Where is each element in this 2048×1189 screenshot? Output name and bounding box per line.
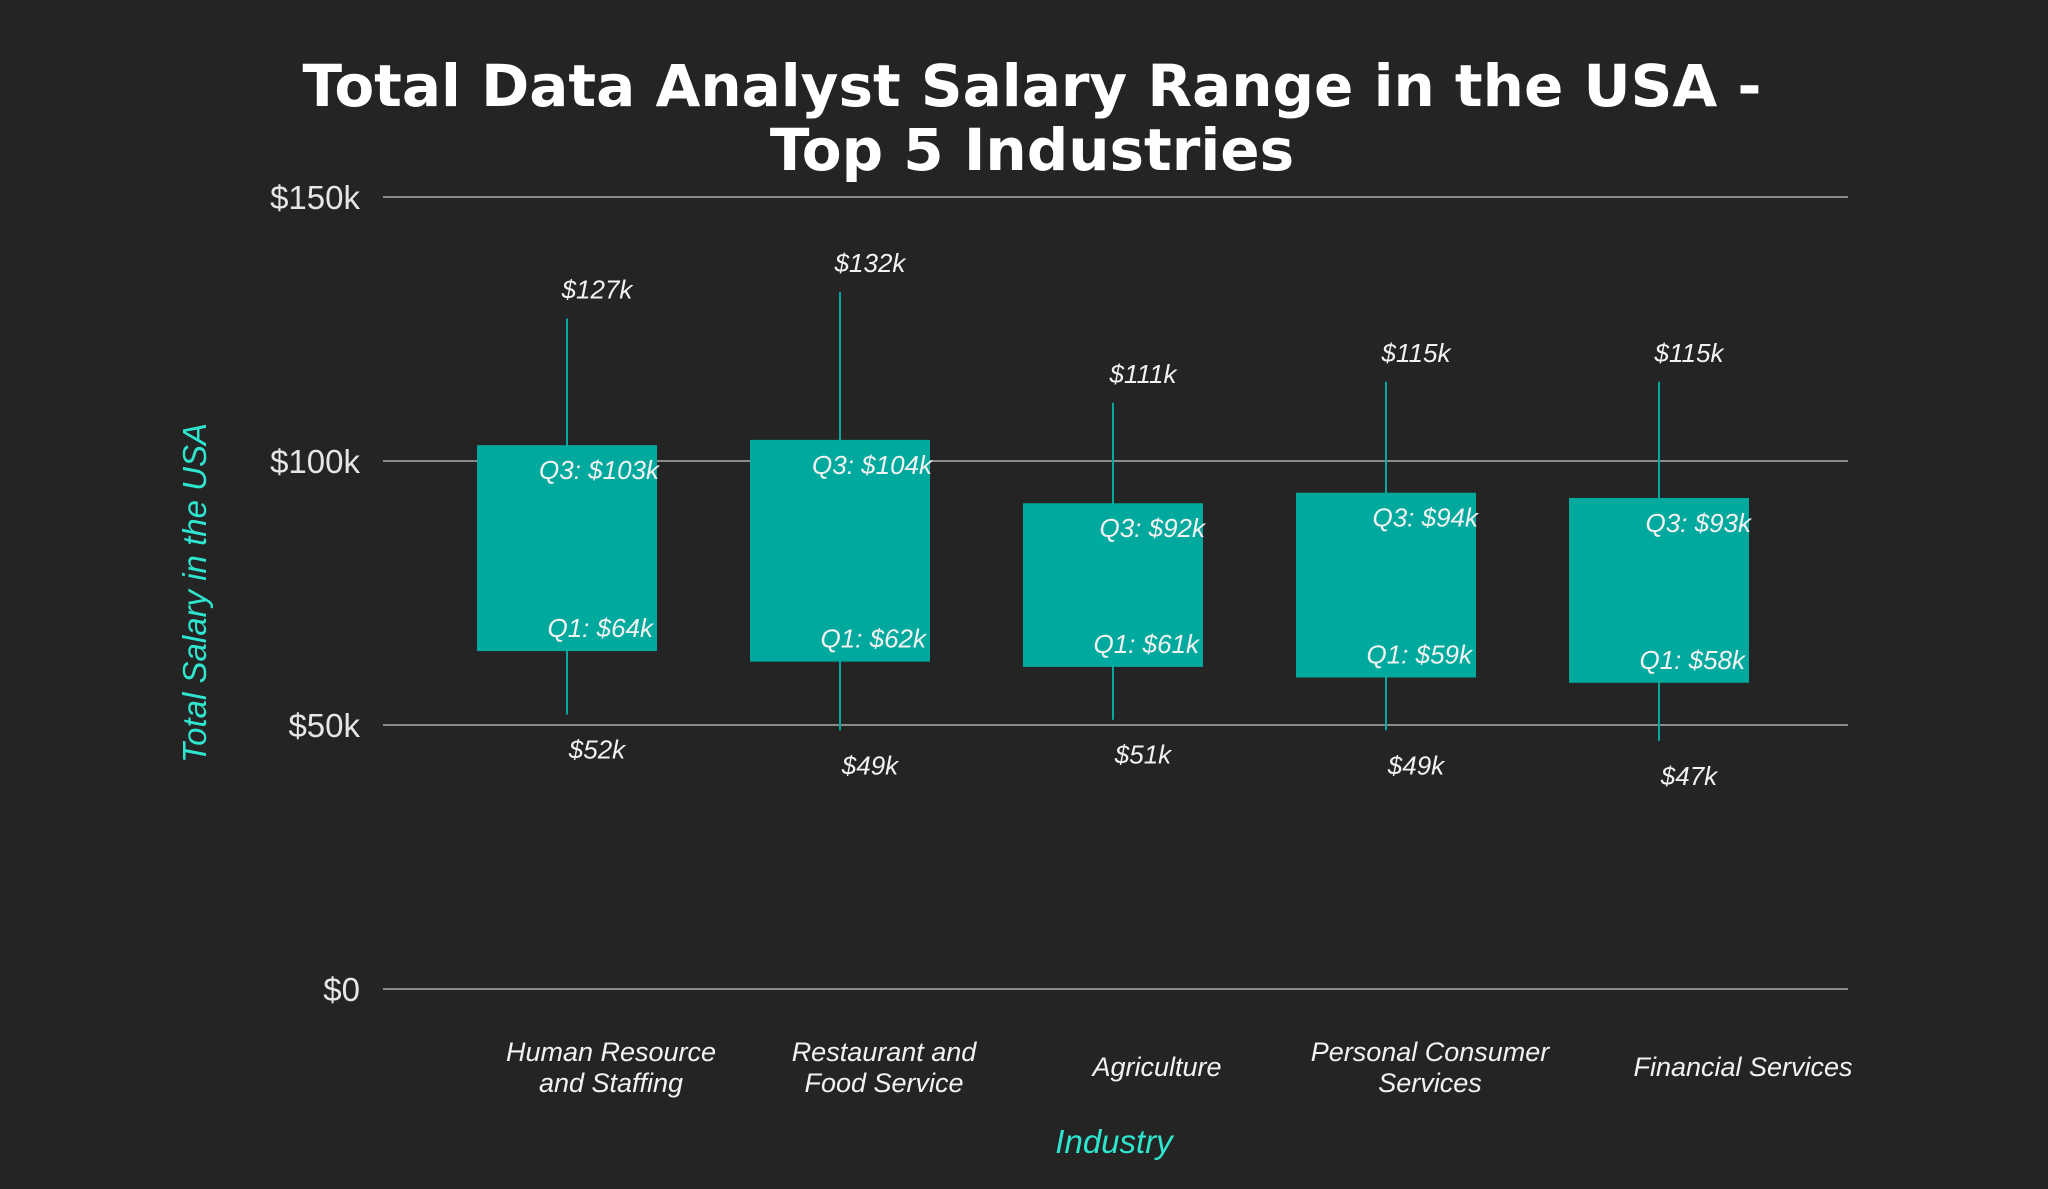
box-group: $132k $49k Q3: $104k Q1: $62k <box>750 248 934 780</box>
q3-label: Q3: $103k <box>539 455 661 485</box>
y-tick-label: $100k <box>270 443 360 480</box>
max-label: $132k <box>834 248 908 278</box>
chart-title-line-2: Top 5 Industries <box>770 116 1294 184</box>
min-label: $49k <box>841 750 900 780</box>
box-group: $115k $47k Q3: $93k Q1: $58k <box>1569 338 1753 791</box>
min-label: $47k <box>1660 761 1719 791</box>
min-label: $52k <box>568 734 627 764</box>
q1-label: Q1: $59k <box>1366 639 1474 669</box>
max-label: $111k <box>1109 359 1179 389</box>
box-group: $127k $52k Q3: $103k Q1: $64k <box>477 274 661 764</box>
max-label: $115k <box>1381 338 1453 368</box>
category-label: Human Resource <box>506 1037 716 1067</box>
iqr-box <box>1296 492 1476 678</box>
q1-label: Q1: $58k <box>1639 645 1747 675</box>
box-group: $115k $49k Q3: $94k Q1: $59k <box>1296 338 1480 780</box>
category-label: Personal Consumer <box>1311 1037 1551 1067</box>
category-label: Services <box>1378 1068 1482 1098</box>
max-label: $127k <box>561 274 635 304</box>
box-group: $111k $51k Q3: $92k Q1: $61k <box>1023 359 1207 770</box>
min-label: $49k <box>1387 750 1446 780</box>
chart-title-line-1: Total Data Analyst Salary Range in the U… <box>302 52 1761 120</box>
q3-label: Q3: $94k <box>1372 503 1480 533</box>
category-label: Food Service <box>804 1068 963 1098</box>
y-tick-labels: $0 $50k $100k $150k <box>270 179 360 1008</box>
y-axis-label: Total Salary in the USA <box>176 423 213 763</box>
x-axis-label: Industry <box>1055 1123 1175 1160</box>
y-tick-label: $150k <box>270 179 360 216</box>
q3-label: Q3: $104k <box>812 450 934 480</box>
q1-label: Q1: $61k <box>1093 629 1201 659</box>
boxes: $127k $52k Q3: $103k Q1: $64k $132k $49k Q3: $… <box>477 248 1753 791</box>
max-label: $115k <box>1654 338 1726 368</box>
category-label: Agriculture <box>1090 1052 1221 1082</box>
iqr-box <box>750 439 930 662</box>
iqr-box <box>1023 503 1203 667</box>
q3-label: Q3: $93k <box>1645 508 1753 538</box>
iqr-box <box>1569 497 1749 683</box>
category-label: and Staffing <box>539 1068 683 1098</box>
y-tick-label: $50k <box>288 707 360 744</box>
q1-label: Q1: $64k <box>547 613 655 643</box>
category-label: Financial Services <box>1633 1052 1852 1082</box>
q3-label: Q3: $92k <box>1099 513 1207 543</box>
y-tick-label: $0 <box>323 971 360 1008</box>
category-label: Restaurant and <box>792 1037 978 1067</box>
min-label: $51k <box>1114 740 1173 770</box>
iqr-box <box>477 445 657 652</box>
q1-label: Q1: $62k <box>820 624 928 654</box>
